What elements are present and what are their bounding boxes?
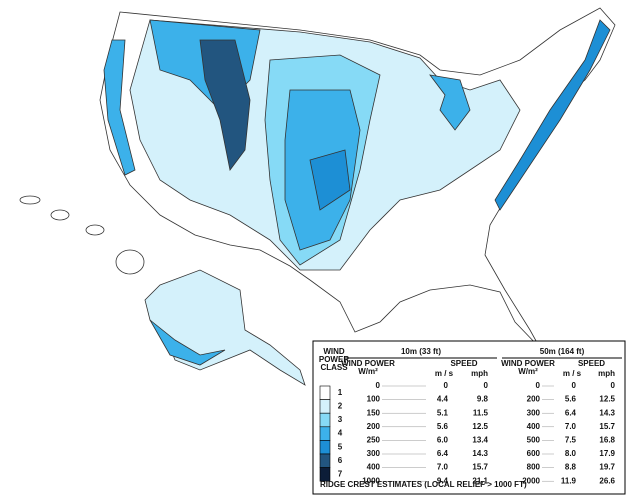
speed-unit: mph — [598, 369, 615, 378]
legend-box — [312, 340, 626, 495]
class-label: 4 — [338, 429, 343, 438]
class-6-mountains — [199, 39, 251, 171]
speed-mph: 16.8 — [599, 436, 615, 445]
class-swatch — [319, 440, 331, 455]
speed-ms: 9.4 — [437, 476, 449, 485]
speed-ms: 11.9 — [561, 476, 577, 485]
alaska — [144, 269, 306, 386]
speed-mph: 19.7 — [599, 463, 615, 472]
speed-ms: 6.4 — [565, 408, 577, 417]
power-value: 500 — [527, 436, 541, 445]
power-value: 300 — [527, 408, 541, 417]
hawaii-island — [115, 249, 145, 275]
class-label: 3 — [338, 415, 343, 424]
power-unit: W/m² — [358, 367, 378, 376]
speed-header: SPEED — [578, 359, 605, 368]
speed-mph: 14.3 — [472, 449, 488, 458]
power-value: 0 — [376, 381, 381, 390]
power-header: WIND POWER — [341, 359, 395, 368]
wind-map — [19, 7, 616, 386]
class-swatch — [319, 426, 331, 441]
speed-mph: 0 — [611, 381, 616, 390]
hawaii-island — [50, 209, 70, 221]
power-value: 250 — [367, 436, 381, 445]
hawaii-island — [85, 224, 105, 236]
power-value: 200 — [367, 422, 381, 431]
speed-ms: 5.6 — [565, 395, 577, 404]
speed-mph: 15.7 — [472, 463, 488, 472]
speed-mph: 11.5 — [473, 408, 489, 417]
speed-ms: 6.4 — [437, 449, 449, 458]
class-swatch — [319, 412, 331, 428]
speed-unit: m / s — [563, 369, 582, 378]
speed-ms: 8.8 — [565, 463, 577, 472]
speed-mph: 9.8 — [477, 395, 489, 404]
class-swatch — [319, 399, 331, 414]
power-value: 200 — [527, 395, 541, 404]
speed-ms: 8.0 — [565, 449, 577, 458]
power-value: 150 — [367, 408, 381, 417]
class-label: 1 — [338, 388, 343, 397]
speed-mph: 26.6 — [599, 476, 615, 485]
speed-mph: 14.3 — [599, 408, 615, 417]
speed-ms: 0 — [444, 381, 449, 390]
speed-unit: mph — [471, 369, 488, 378]
class-swatch — [319, 385, 331, 400]
power-value: 300 — [367, 449, 381, 458]
power-header: WIND POWER — [501, 359, 555, 368]
speed-ms: 6.0 — [437, 436, 449, 445]
speed-mph: 15.7 — [599, 422, 615, 431]
hawaii-island — [19, 195, 41, 205]
speed-ms: 5.1 — [437, 408, 449, 417]
power-unit: W/m² — [518, 367, 538, 376]
power-value: 2000 — [522, 476, 540, 485]
speed-ms: 0 — [572, 381, 577, 390]
group-title: 50m (164 ft) — [540, 347, 585, 356]
alaska-coast — [149, 319, 226, 366]
speed-mph: 12.5 — [599, 395, 615, 404]
class-label: 7 — [338, 470, 343, 479]
power-value: 100 — [367, 395, 381, 404]
class-swatch — [319, 467, 331, 482]
great-lakes — [429, 74, 471, 131]
class-label: 6 — [338, 456, 343, 465]
power-value: 400 — [367, 463, 381, 472]
speed-header: SPEED — [450, 359, 477, 368]
class-header: POWER — [319, 355, 349, 364]
group-title: 10m (33 ft) — [401, 347, 441, 356]
west-coast-band — [103, 39, 136, 176]
power-value: 0 — [536, 381, 541, 390]
class-header: WIND — [323, 347, 345, 356]
speed-unit: m / s — [435, 369, 454, 378]
class-swatch — [319, 453, 331, 468]
class-label: 2 — [338, 402, 343, 411]
speed-mph: 0 — [484, 381, 489, 390]
appalachian-band — [494, 19, 611, 211]
power-value: 1000 — [362, 476, 380, 485]
speed-ms: 4.4 — [437, 395, 449, 404]
speed-mph: 21.1 — [472, 476, 488, 485]
speed-ms: 7.5 — [565, 436, 577, 445]
speed-ms: 5.6 — [437, 422, 449, 431]
speed-mph: 12.5 — [472, 422, 488, 431]
class-header: CLASS — [320, 363, 348, 372]
footer-note: RIDGE CREST ESTIMATES (LOCAL RELIEF > 10… — [320, 480, 527, 489]
power-value: 600 — [527, 449, 541, 458]
speed-ms: 7.0 — [565, 422, 577, 431]
speed-mph: 13.4 — [472, 436, 488, 445]
class-label: 5 — [338, 442, 343, 451]
power-value: 400 — [527, 422, 541, 431]
speed-mph: 17.9 — [599, 449, 615, 458]
class-5-patch — [309, 149, 351, 211]
speed-ms: 7.0 — [437, 463, 449, 472]
power-value: 800 — [527, 463, 541, 472]
